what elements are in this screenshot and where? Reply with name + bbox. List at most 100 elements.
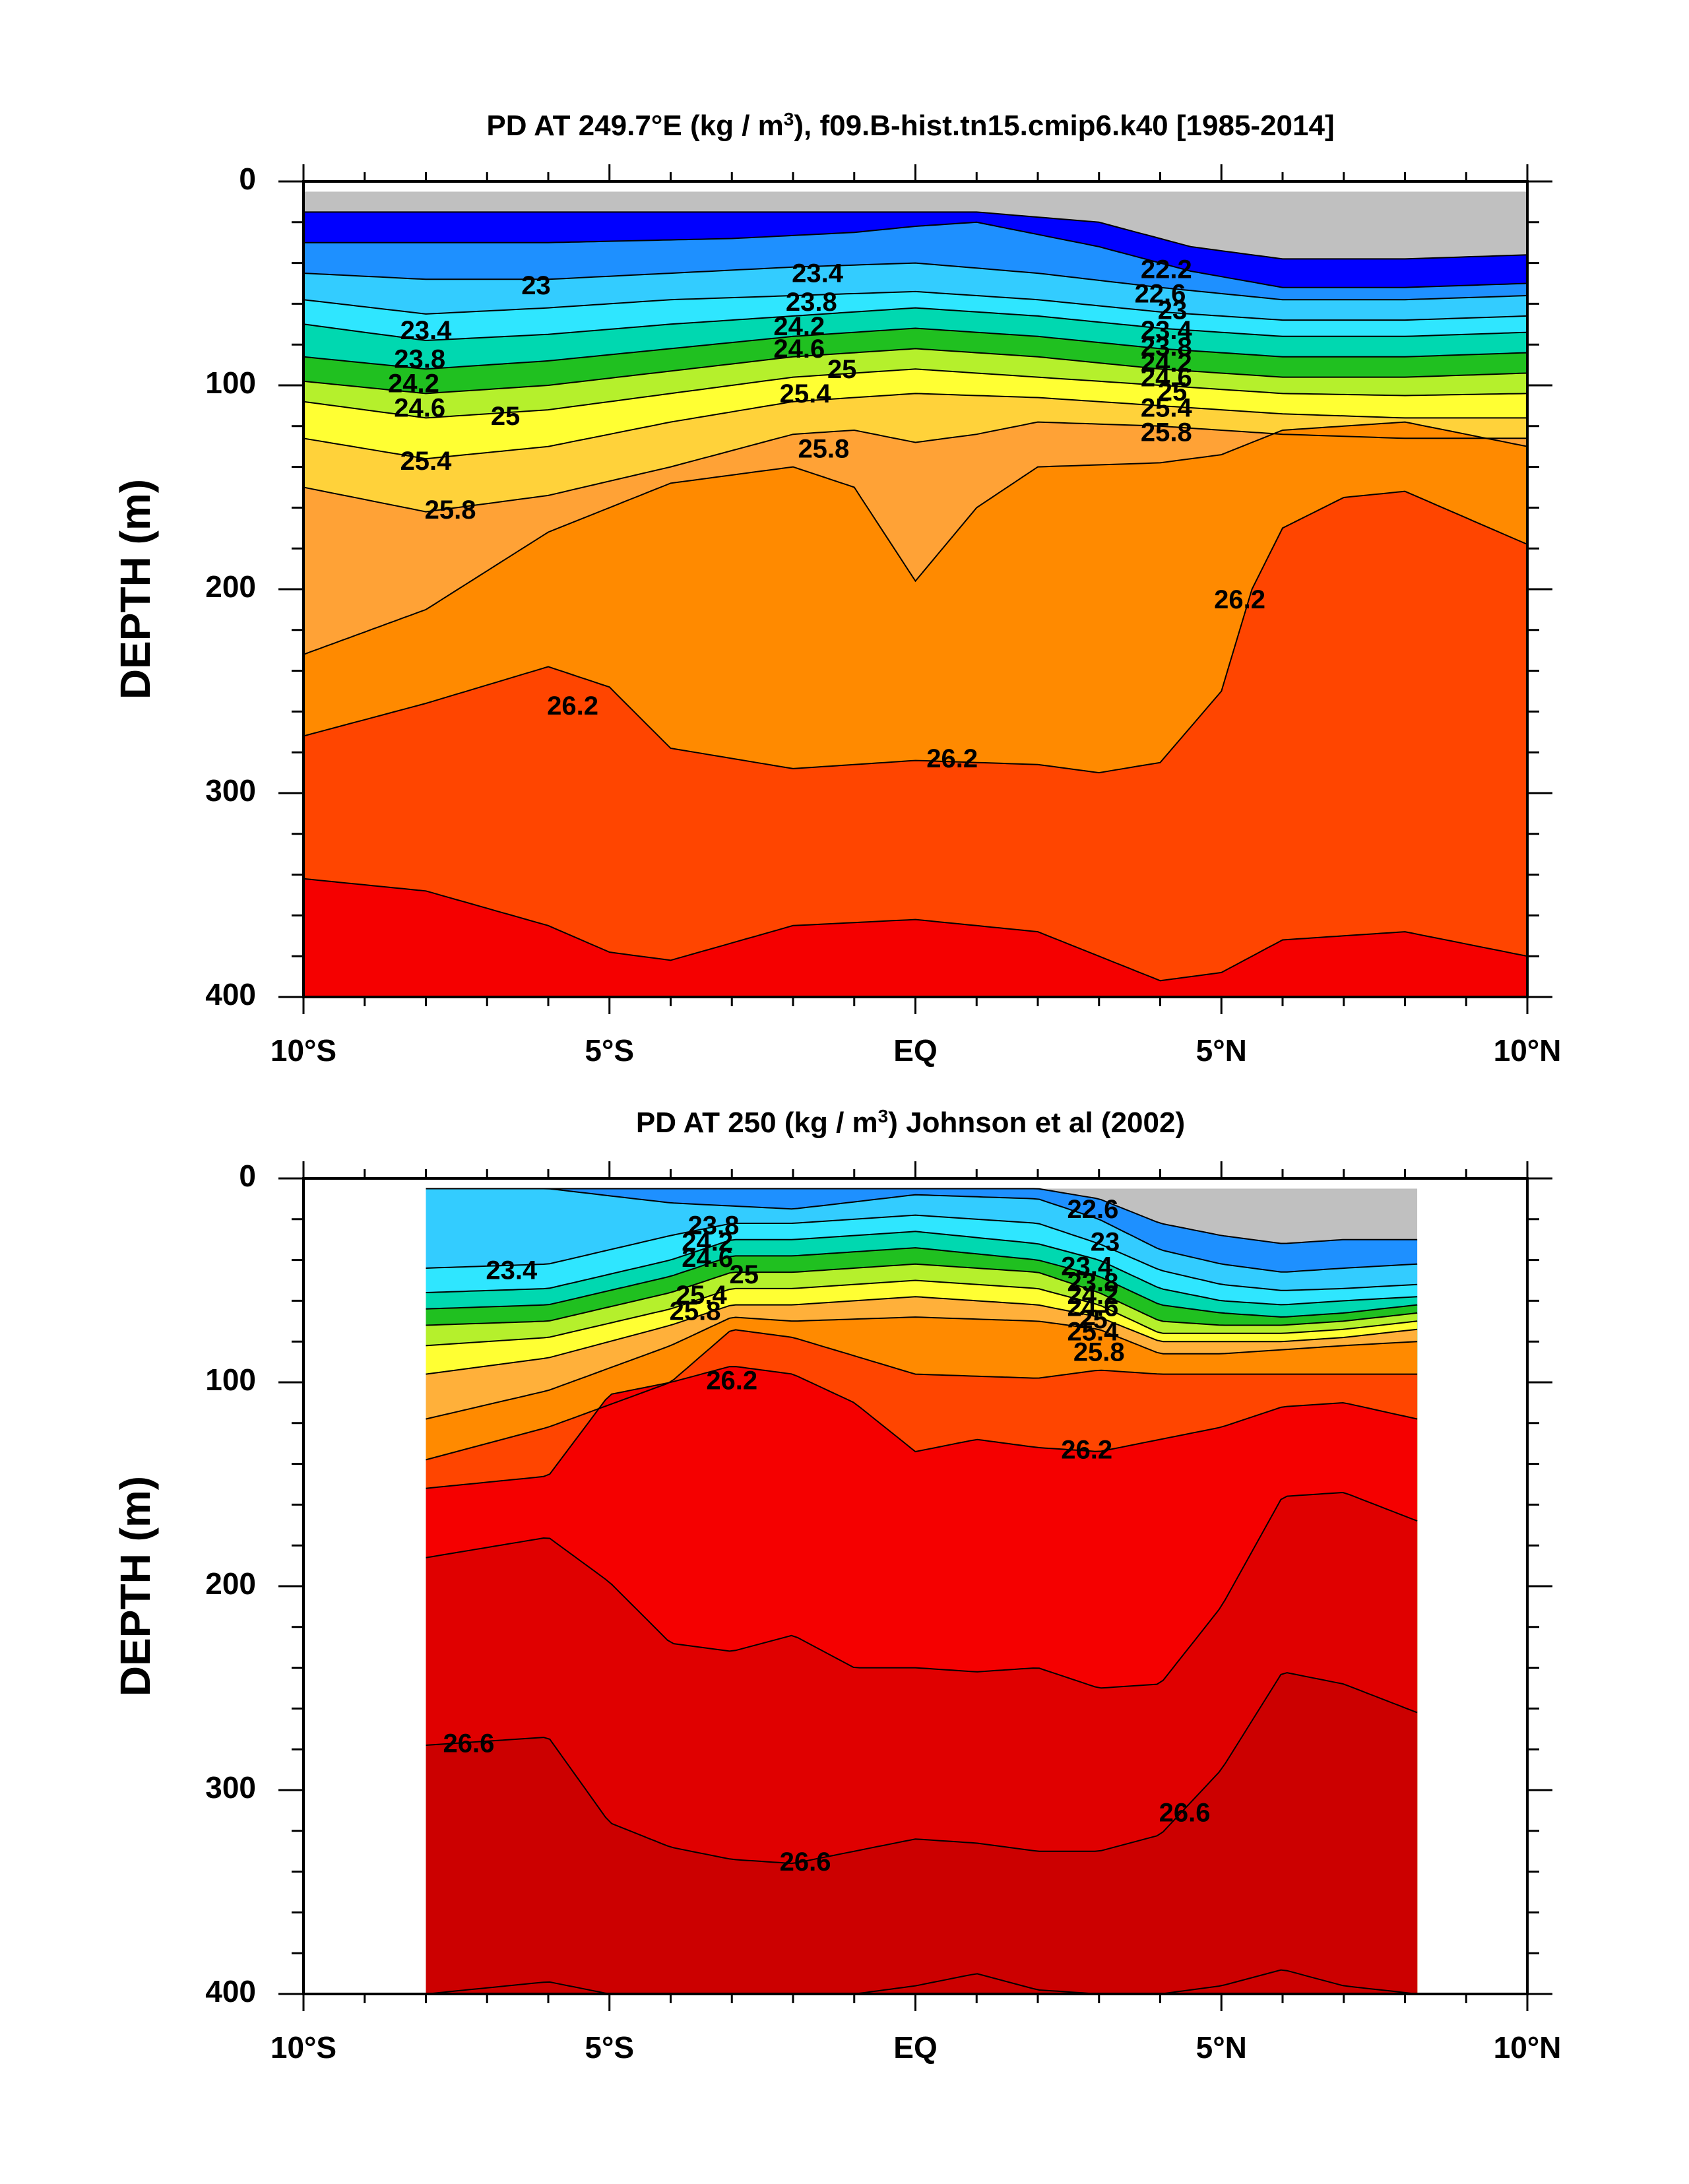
x-tick-label: EQ bbox=[893, 2030, 937, 2065]
contour-line bbox=[303, 221, 1527, 288]
x-tick-label: 10°N bbox=[1494, 1033, 1562, 1068]
contour-label: 23.4 bbox=[1061, 1252, 1113, 1281]
contour-line bbox=[426, 1214, 1418, 1291]
contour-label: 25 bbox=[827, 355, 857, 384]
contour-label: 24.2 bbox=[1141, 349, 1192, 378]
contour-label: 23 bbox=[1158, 296, 1188, 325]
y-axis-title: DEPTH (m) bbox=[112, 1476, 159, 1696]
contour-line bbox=[426, 1329, 1418, 1461]
contour-label: 26.6 bbox=[1159, 1799, 1211, 1828]
contour-label: 23.4 bbox=[486, 1256, 538, 1285]
contour-line bbox=[303, 878, 1527, 982]
contour-label: 24.2 bbox=[1068, 1281, 1119, 1310]
y-axis-title: DEPTH (m) bbox=[112, 479, 159, 699]
x-tick-label: 10°N bbox=[1494, 2030, 1562, 2065]
contour-band bbox=[426, 1970, 1418, 1994]
contour-label: 25.4 bbox=[780, 379, 832, 408]
x-tick-label: 10°S bbox=[271, 2030, 336, 2065]
contour-label: 25.8 bbox=[1141, 418, 1192, 447]
contour-label: 24.6 bbox=[394, 394, 445, 423]
contour-label: 23.8 bbox=[1141, 333, 1192, 362]
contour-label: 22.6 bbox=[1068, 1195, 1119, 1224]
x-tick-label: 5°S bbox=[585, 2030, 634, 2065]
y-tick-label: 200 bbox=[205, 1566, 256, 1601]
contour-label: 24.6 bbox=[1068, 1293, 1119, 1322]
contour-label: 23.4 bbox=[792, 259, 844, 288]
contour-label: 23.8 bbox=[1068, 1268, 1119, 1297]
contour-label-layer: 23.423.824.224.62525.425.826.222.62323.4… bbox=[443, 1195, 1210, 1877]
y-tick-label: 0 bbox=[239, 162, 256, 196]
contour-label: 25.8 bbox=[670, 1297, 721, 1326]
panel-title: PD AT 250 (kg / m3) Johnson et al (2002) bbox=[636, 1106, 1185, 1140]
contour-label: 26.2 bbox=[706, 1366, 757, 1396]
contour-label: 25 bbox=[491, 402, 521, 431]
contour-label: 22.2 bbox=[1141, 255, 1192, 284]
contour-line bbox=[426, 1672, 1418, 1865]
x-tick-label: 5°N bbox=[1196, 2030, 1247, 2065]
contour-fill-layer bbox=[303, 191, 1527, 997]
contour-band bbox=[303, 878, 1527, 997]
x-tick-label: 10°S bbox=[271, 1033, 336, 1068]
contour-line bbox=[426, 1296, 1418, 1375]
contour-line bbox=[426, 1279, 1418, 1347]
contour-label: 24.2 bbox=[682, 1227, 733, 1256]
contour-line bbox=[303, 490, 1527, 774]
contour-label: 24.2 bbox=[773, 312, 825, 341]
contour-label: 25.4 bbox=[1141, 394, 1193, 423]
contour-label: 23.8 bbox=[394, 344, 445, 373]
x-axis: 10°S 5°S EQ 5°N 10°N bbox=[271, 1161, 1562, 2065]
contour-line-layer bbox=[426, 1188, 1418, 1994]
panel-model: PD AT 249.7°E (kg / m3), f09.B-hist.tn15… bbox=[112, 109, 1561, 1068]
contour-label: 22.6 bbox=[1135, 280, 1186, 309]
contour-line bbox=[426, 1491, 1418, 1689]
contour-label: 24.6 bbox=[1141, 363, 1192, 392]
contour-band bbox=[303, 491, 1527, 997]
y-axis: 0 100 200 300 400 bbox=[205, 162, 1552, 1012]
panel-observations: PD AT 250 (kg / m3) Johnson et al (2002)… bbox=[112, 1106, 1561, 2065]
contour-line bbox=[303, 421, 1527, 655]
y-tick-label: 300 bbox=[205, 1770, 256, 1805]
contour-label: 26.6 bbox=[780, 1847, 831, 1877]
y-tick-label: 0 bbox=[239, 1159, 256, 1193]
contour-line bbox=[426, 1366, 1418, 1489]
contour-line-layer bbox=[303, 211, 1527, 982]
y-tick-label: 200 bbox=[205, 569, 256, 604]
panel-title: PD AT 249.7°E (kg / m3), f09.B-hist.tn15… bbox=[486, 109, 1334, 143]
contour-label: 24.6 bbox=[682, 1244, 733, 1273]
contour-line bbox=[303, 327, 1527, 370]
contour-line bbox=[426, 1316, 1418, 1420]
x-tick-label: 5°S bbox=[585, 1033, 634, 1068]
contour-label: 25.8 bbox=[798, 434, 849, 463]
contour-line bbox=[303, 262, 1527, 301]
contour-label: 25.4 bbox=[400, 447, 453, 476]
y-tick-label: 400 bbox=[205, 1974, 256, 2008]
y-tick-label: 100 bbox=[205, 366, 256, 400]
contour-label: 25.4 bbox=[1068, 1317, 1120, 1346]
contour-label: 24.6 bbox=[773, 335, 825, 364]
contour-line bbox=[303, 211, 1527, 260]
contour-label: 26.2 bbox=[1061, 1436, 1112, 1465]
contour-line bbox=[303, 368, 1527, 419]
contour-line bbox=[303, 393, 1527, 460]
contour-label: 26.2 bbox=[1214, 585, 1265, 614]
contour-label: 25 bbox=[730, 1260, 759, 1289]
contour-line bbox=[426, 1247, 1418, 1318]
y-tick-label: 400 bbox=[205, 977, 256, 1012]
contour-line bbox=[303, 290, 1527, 321]
x-axis: 10°S 5°S EQ 5°N 10°N bbox=[271, 164, 1562, 1068]
contour-label: 23.8 bbox=[786, 288, 837, 317]
contour-label: 23 bbox=[521, 271, 551, 300]
x-tick-label: EQ bbox=[893, 1033, 937, 1068]
contour-line bbox=[426, 1263, 1418, 1326]
contour-line bbox=[303, 348, 1527, 395]
contour-line bbox=[426, 1188, 1418, 1273]
contour-band bbox=[426, 1673, 1418, 1994]
contour-label: 23.4 bbox=[1141, 316, 1193, 345]
contour-label: 25.4 bbox=[676, 1281, 728, 1310]
y-tick-label: 100 bbox=[205, 1363, 256, 1397]
contour-line bbox=[303, 307, 1527, 342]
contour-label: 25.8 bbox=[425, 496, 476, 525]
contour-label: 25.8 bbox=[1073, 1337, 1125, 1366]
